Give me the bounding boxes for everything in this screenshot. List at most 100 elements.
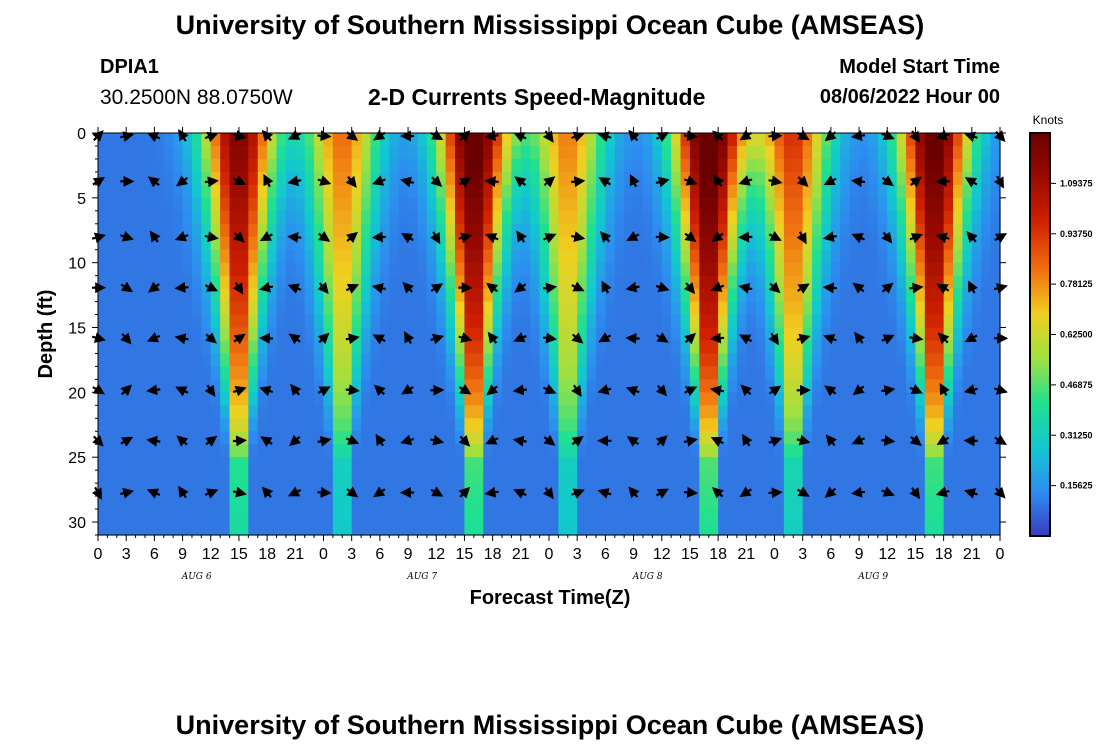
heatmap-cell: [342, 522, 353, 536]
current-arrow: [824, 486, 837, 499]
heatmap-cell: [530, 133, 541, 147]
heatmap-cell: [718, 379, 729, 393]
heatmap-cell: [774, 379, 785, 393]
heatmap-cell: [652, 340, 663, 355]
heatmap-cell: [924, 496, 935, 510]
heatmap-cell: [868, 171, 879, 186]
current-arrow: [317, 231, 331, 242]
heatmap-cell: [962, 405, 973, 419]
heatmap-cell: [154, 340, 165, 355]
heatmap-cell: [107, 379, 118, 393]
heatmap-cell: [520, 314, 531, 329]
heatmap-cell: [173, 236, 184, 251]
heatmap-cell: [191, 470, 202, 484]
heatmap-cell: [126, 210, 137, 225]
heatmap-cell: [971, 353, 982, 368]
heatmap-cell: [520, 288, 531, 303]
heatmap-cell: [689, 366, 700, 380]
heatmap-cell: [727, 444, 738, 458]
heatmap-cell: [953, 145, 964, 160]
heatmap-cell: [840, 483, 851, 497]
heatmap-cell: [755, 392, 766, 406]
heatmap-cell: [163, 223, 174, 238]
heatmap-cell: [830, 444, 841, 458]
heatmap-cell: [238, 366, 249, 380]
heatmap-cell: [830, 301, 841, 316]
heatmap-cell: [680, 197, 691, 212]
heatmap-cell: [455, 184, 466, 199]
heatmap-cell: [323, 158, 334, 173]
heatmap-cell: [877, 431, 888, 445]
heatmap-cell: [398, 249, 409, 264]
heatmap-cell: [539, 145, 550, 160]
heatmap-cell: [624, 522, 635, 536]
heatmap-cell: [859, 236, 870, 251]
heatmap-cell: [135, 353, 146, 368]
heatmap-cell: [765, 457, 776, 471]
heatmap-cell: [642, 444, 653, 458]
heatmap-cell: [821, 275, 832, 290]
heatmap-cell: [915, 158, 926, 173]
heatmap-cell: [567, 314, 578, 329]
heatmap-cell: [868, 236, 879, 251]
heatmap-cell: [783, 340, 794, 355]
heatmap-cell: [248, 470, 259, 484]
heatmap-cell: [342, 340, 353, 355]
heatmap-cell: [455, 431, 466, 445]
heatmap-cell: [652, 133, 663, 147]
heatmap-cell: [943, 249, 954, 264]
current-arrow: [850, 486, 866, 498]
heatmap-cell: [210, 197, 221, 212]
current-arrow: [796, 486, 810, 497]
current-arrow: [512, 435, 527, 447]
heatmap-cell: [868, 133, 879, 147]
heatmap-cell: [934, 171, 945, 186]
heatmap-cell: [718, 522, 729, 536]
heatmap-cell: [586, 249, 597, 264]
heatmap-cell: [107, 301, 118, 316]
heatmap-cell: [426, 249, 437, 264]
heatmap-cell: [953, 158, 964, 173]
heatmap-cell: [934, 496, 945, 510]
x-tick-label: 3: [798, 546, 807, 563]
heatmap-cell: [323, 405, 334, 419]
heatmap-cell: [520, 379, 531, 393]
heatmap-cell: [492, 470, 503, 484]
heatmap-cell: [906, 327, 917, 342]
heatmap-cell: [812, 249, 823, 264]
heatmap-cell: [267, 327, 278, 342]
heatmap-cell: [652, 145, 663, 160]
heatmap-cell: [981, 249, 992, 264]
heatmap-cell: [539, 184, 550, 199]
heatmap-cell: [408, 431, 419, 445]
heatmap-cell: [906, 145, 917, 160]
heatmap-cell: [934, 418, 945, 432]
heatmap-cell: [492, 249, 503, 264]
heatmap-cell: [492, 210, 503, 225]
heatmap-cell: [502, 197, 513, 212]
heatmap-cell: [849, 340, 860, 355]
current-arrow: [909, 383, 923, 395]
heatmap-cell: [182, 145, 193, 160]
heatmap-cell: [793, 379, 804, 393]
heatmap-cell: [464, 197, 475, 212]
heatmap-cell: [877, 158, 888, 173]
heatmap-cell: [276, 340, 287, 355]
heatmap-cell: [586, 379, 597, 393]
heatmap-cell: [586, 431, 597, 445]
heatmap-cell: [633, 353, 644, 368]
heatmap-cell: [210, 418, 221, 432]
heatmap-cell: [840, 431, 851, 445]
heatmap-cell: [943, 223, 954, 238]
heatmap-cell: [173, 392, 184, 406]
heatmap-cell: [295, 236, 306, 251]
heatmap-cell: [257, 340, 268, 355]
heatmap-cell: [379, 457, 390, 471]
heatmap-cell: [473, 509, 484, 523]
heatmap-cell: [530, 314, 541, 329]
heatmap-cell: [220, 145, 231, 160]
heatmap-cell: [351, 405, 362, 419]
heatmap-cell: [201, 301, 212, 316]
heatmap-cell: [821, 418, 832, 432]
heatmap-cell: [502, 457, 513, 471]
